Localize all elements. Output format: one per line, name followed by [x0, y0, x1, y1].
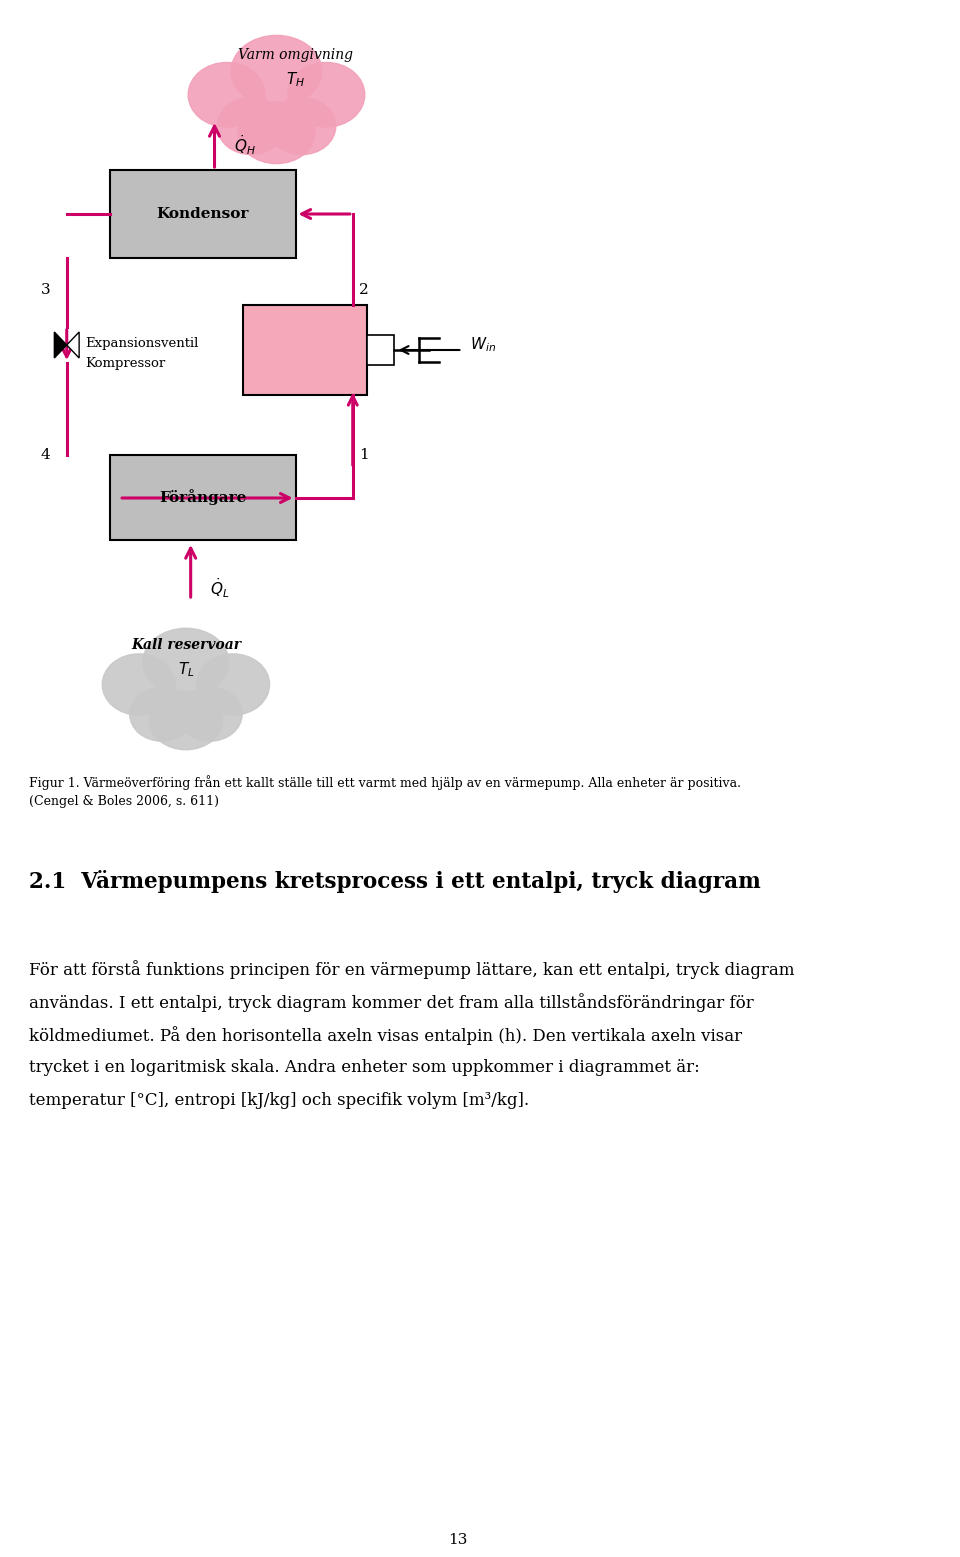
Ellipse shape	[103, 654, 175, 715]
Ellipse shape	[143, 629, 228, 696]
Ellipse shape	[217, 98, 285, 154]
Bar	[109, 170, 296, 258]
Polygon shape	[67, 332, 79, 358]
Text: Kondensor: Kondensor	[156, 207, 249, 221]
Polygon shape	[55, 332, 67, 358]
Ellipse shape	[231, 36, 322, 106]
Bar	[109, 455, 296, 540]
Ellipse shape	[268, 98, 336, 154]
Text: 2: 2	[359, 283, 369, 297]
Text: 13: 13	[448, 1534, 468, 1548]
Text: $\dot{Q}_H$: $\dot{Q}_H$	[233, 134, 255, 157]
Text: $T_L$: $T_L$	[178, 660, 194, 679]
Ellipse shape	[238, 101, 315, 163]
Text: 2.1  Värmepumpens kretsprocess i ett entalpi, tryck diagram: 2.1 Värmepumpens kretsprocess i ett enta…	[29, 870, 760, 894]
Ellipse shape	[178, 687, 242, 741]
Ellipse shape	[130, 687, 194, 741]
Text: Varm omgivning: Varm omgivning	[238, 48, 353, 62]
Text: $W_{in}$: $W_{in}$	[470, 336, 496, 355]
Text: 3: 3	[41, 283, 51, 297]
Ellipse shape	[288, 62, 365, 128]
Text: Kompressor: Kompressor	[84, 357, 165, 369]
Text: trycket i en logaritmisk skala. Andra enheter som uppkommer i diagrammet är:: trycket i en logaritmisk skala. Andra en…	[29, 1059, 699, 1076]
Text: Figur 1. Värmeöverföring från ett kallt ställe till ett varmt med hjälp av en vä: Figur 1. Värmeöverföring från ett kallt …	[29, 775, 740, 789]
Text: Expansionsventil: Expansionsventil	[84, 336, 198, 349]
Text: Kall reservoar: Kall reservoar	[131, 638, 241, 652]
Text: (Cengel & Boles 2006, s. 611): (Cengel & Boles 2006, s. 611)	[29, 796, 219, 808]
Text: köldmediumet. På den horisontella axeln visas entalpin (h). Den vertikala axeln : köldmediumet. På den horisontella axeln …	[29, 1026, 742, 1045]
Text: $\dot{Q}_L$: $\dot{Q}_L$	[209, 576, 229, 599]
Text: 4: 4	[41, 448, 51, 462]
Text: Förångare: Förångare	[159, 489, 247, 506]
Text: För att förstå funktions principen för en värmepump lättare, kan ett entalpi, tr: För att förstå funktions principen för e…	[29, 961, 794, 979]
Ellipse shape	[150, 691, 223, 750]
Text: 1: 1	[359, 448, 369, 462]
Text: temperatur [°C], entropi [kJ/kg] och specifik volym [m³/kg].: temperatur [°C], entropi [kJ/kg] och spe…	[29, 1091, 529, 1109]
Bar	[243, 305, 367, 395]
Text: $T_H$: $T_H$	[286, 70, 305, 89]
Ellipse shape	[197, 654, 270, 715]
Bar	[367, 335, 394, 364]
Text: användas. I ett entalpi, tryck diagram kommer det fram alla tillståndsförändring: användas. I ett entalpi, tryck diagram k…	[29, 993, 754, 1012]
Ellipse shape	[188, 62, 265, 128]
